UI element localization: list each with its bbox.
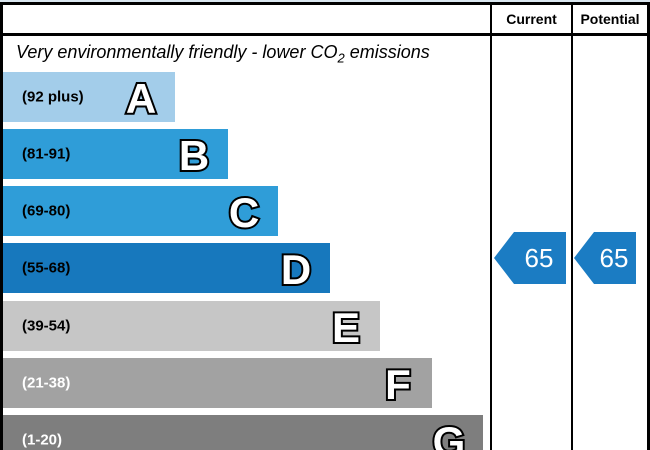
- chart-title: Very environmentally friendly - lower CO…: [16, 42, 476, 66]
- current-column-header: Current: [506, 11, 557, 27]
- svg-text:C: C: [229, 189, 259, 236]
- band-row-g: (1-20) G: [3, 415, 483, 450]
- chart-border-top: [0, 2, 650, 5]
- band-range-label: (92 plus): [22, 88, 84, 106]
- band-range-label: (55-68): [22, 259, 71, 277]
- svg-text:E: E: [332, 304, 360, 351]
- chart-border-right: [647, 2, 650, 450]
- band-row-a: (92 plus) A: [3, 72, 175, 124]
- svg-text:A: A: [126, 75, 156, 122]
- band-letter: C: [219, 186, 269, 241]
- band-row-e: (39-54) E: [3, 301, 380, 353]
- svg-text:F: F: [385, 361, 411, 408]
- svg-text:B: B: [179, 132, 209, 179]
- current-rating-arrow: 65: [494, 232, 566, 284]
- chart-title-subscript: 2: [337, 50, 345, 66]
- current-rating-value: 65: [524, 242, 554, 273]
- header-divider-line: [0, 33, 650, 36]
- band-range-label: (1-20): [22, 431, 63, 449]
- chart-border-left: [0, 2, 3, 450]
- top-accent-line: [0, 0, 650, 2]
- svg-text:G: G: [433, 418, 466, 450]
- potential-column-divider: [571, 2, 573, 450]
- chart-title-text: Very environmentally friendly - lower CO: [16, 42, 338, 62]
- band-letter: A: [116, 72, 166, 127]
- svg-text:D: D: [281, 246, 311, 293]
- band-row-b: (81-91) B: [3, 129, 228, 181]
- band-range-label: (39-54): [22, 317, 71, 335]
- band-row-c: (69-80) C: [3, 186, 278, 238]
- band-letter: D: [271, 243, 321, 298]
- band-range-label: (21-38): [22, 374, 71, 392]
- band-letter: E: [321, 301, 371, 356]
- potential-rating-arrow: 65: [574, 232, 636, 284]
- band-letter: F: [373, 358, 423, 413]
- band-letter: B: [169, 129, 219, 184]
- chart-title-suffix: emissions: [344, 42, 430, 62]
- band-row-f: (21-38) F: [3, 358, 432, 410]
- band-range-label: (69-80): [22, 202, 71, 220]
- band-row-d: (55-68) D: [3, 243, 330, 295]
- current-column-divider: [490, 2, 492, 450]
- band-range-label: (81-91): [22, 145, 71, 163]
- potential-column-header: Potential: [580, 11, 640, 27]
- band-letter: G: [424, 415, 474, 450]
- potential-rating-value: 65: [599, 242, 629, 273]
